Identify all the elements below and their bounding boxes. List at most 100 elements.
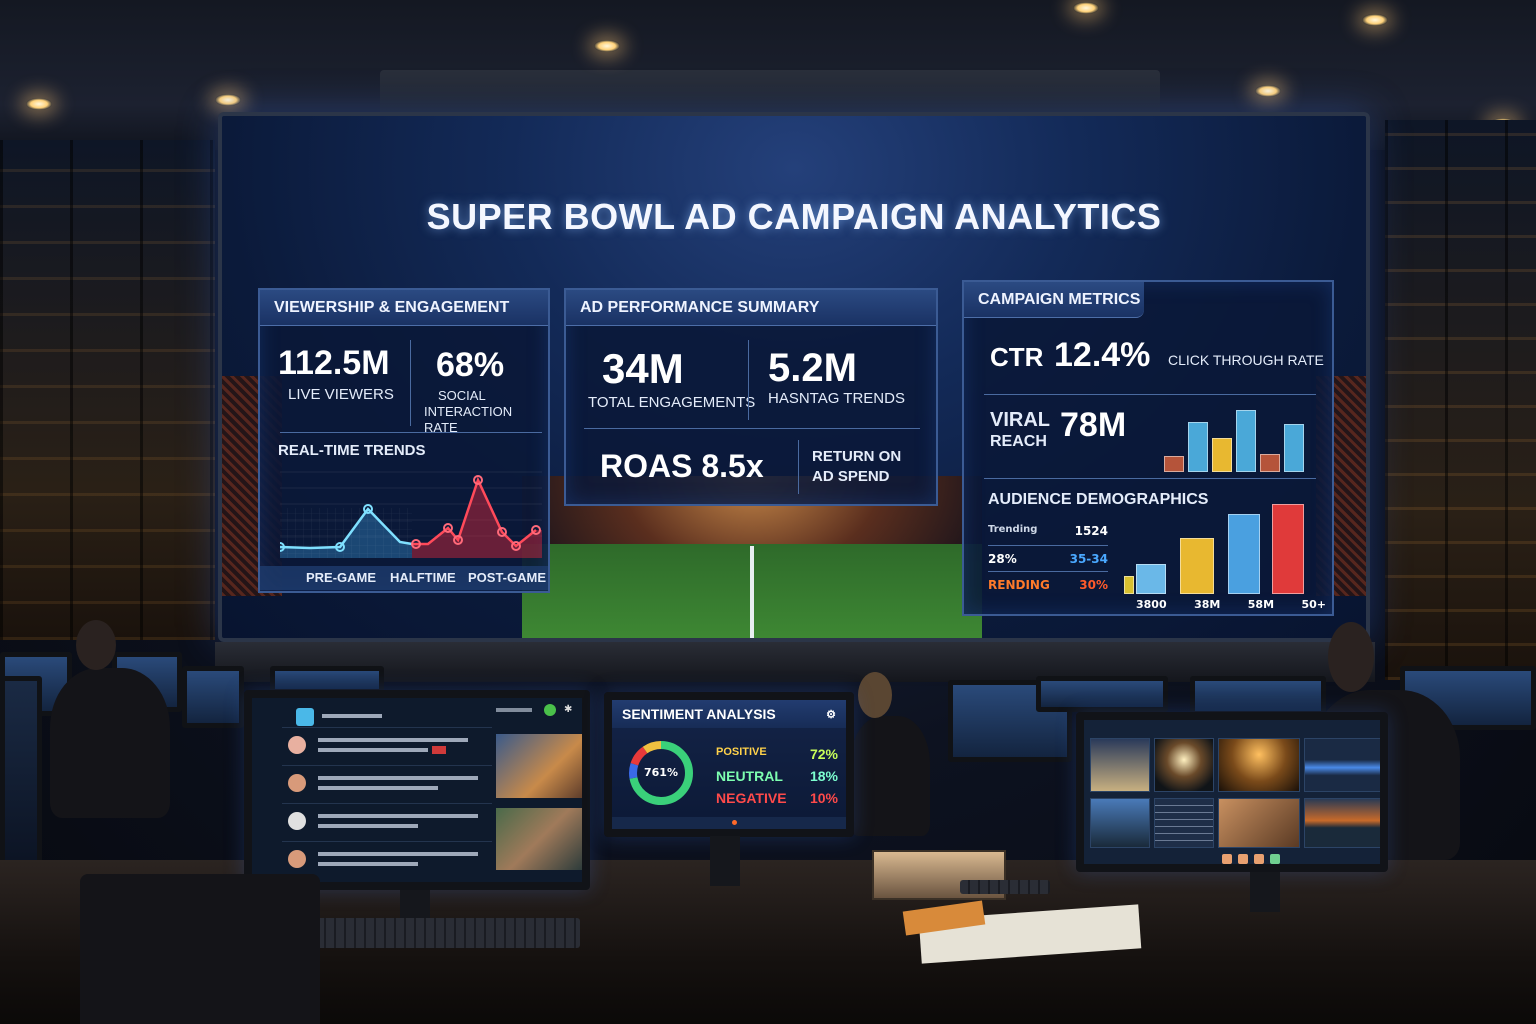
viral-reach-bar-chart [1164, 400, 1314, 472]
operator-head [1328, 622, 1374, 692]
demo-category: 3800 [1136, 598, 1167, 611]
feed-post[interactable] [282, 806, 492, 842]
dock-app-icon[interactable] [1254, 854, 1264, 864]
roas-label: RETURN ON [812, 448, 902, 465]
sentiment-row-neutral: NEUTRAL 18% [716, 768, 838, 784]
live-viewers-value: 112.5M [278, 344, 390, 382]
sentiment-title: SENTIMENT ANALYSIS [622, 706, 776, 722]
divider [984, 478, 1316, 479]
social-rate-label: INTERACTION RATE [424, 404, 513, 435]
operator-person [850, 716, 930, 836]
background-monitor [0, 676, 42, 866]
dock-app-icon[interactable] [1238, 854, 1248, 864]
feed-image[interactable] [496, 734, 582, 798]
chart-bar [1124, 576, 1134, 594]
feed-post[interactable] [282, 844, 492, 880]
media-tile[interactable] [1154, 738, 1214, 792]
trend-label-postgame: POST-GAME [468, 570, 547, 585]
ceiling-light-icon [26, 98, 52, 110]
check-icon [544, 704, 556, 716]
hashtag-label: HASNTAG TRENDS [768, 390, 905, 407]
panel-header: AD PERFORMANCE SUMMARY [566, 290, 936, 326]
sentiment-label: POSITIVE [716, 746, 767, 758]
monitor-stand [1250, 872, 1280, 912]
media-tile[interactable] [1090, 738, 1150, 792]
badge [432, 746, 446, 754]
feed-post-text [318, 862, 418, 866]
ceiling-light-icon [215, 94, 241, 106]
monitor-stand [710, 836, 740, 886]
background-monitor [1036, 676, 1168, 712]
sentiment-value: 72% [809, 746, 838, 762]
media-tile[interactable] [1090, 798, 1150, 848]
feed-post-text [318, 824, 418, 828]
sentiment-monitor: SENTIMENT ANALYSIS ⚙ 761% POSITIVE 72% N… [604, 692, 854, 837]
chart-bar [1260, 454, 1280, 472]
divider [584, 428, 920, 429]
sentiment-label: NEUTRAL [716, 768, 783, 784]
background-monitor [182, 666, 244, 728]
settings-icon[interactable]: ⚙ [826, 708, 836, 721]
screen-ledge [215, 642, 1375, 682]
media-tile[interactable] [1218, 738, 1300, 792]
media-tile[interactable] [1304, 798, 1380, 848]
viewership-panel: VIEWERSHIP & ENGAGEMENT 112.5M LIVE VIEW… [258, 288, 550, 593]
background-monitor [1190, 676, 1326, 716]
demo-row-value: 35-34 [1069, 552, 1108, 566]
window-city-right [1385, 120, 1536, 680]
share-icon: ✱ [564, 704, 573, 715]
feed-meta-text [496, 708, 532, 712]
app-logo-icon [296, 708, 314, 726]
ceiling-light-icon [1255, 85, 1281, 97]
total-engagements-label: TOTAL ENGAGEMENTS [588, 394, 756, 411]
demo-row-label: 28% [988, 552, 1017, 566]
sentiment-label: NEGATIVE [716, 790, 787, 806]
ceiling-light-icon [594, 40, 620, 52]
keyboard[interactable] [960, 880, 1050, 894]
media-tile[interactable] [1154, 798, 1214, 848]
chart-bar [1228, 514, 1260, 594]
avatar [288, 774, 306, 792]
demo-row-value: 1524 [1074, 524, 1108, 538]
demographics-title: AUDIENCE DEMOGRAPHICS [988, 491, 1209, 508]
dock-app-icon[interactable] [1222, 854, 1232, 864]
chart-bar [1136, 564, 1166, 594]
demo-category: 58M [1247, 598, 1275, 611]
sentiment-row-negative: NEGATIVE 10% [716, 790, 838, 806]
chart-bar [1188, 422, 1208, 472]
media-tile[interactable] [1304, 738, 1380, 792]
live-viewers-label: LIVE VIEWERS [288, 386, 394, 403]
campaign-metrics-panel: CAMPAIGN METRICS CTR 12.4% CLICK THROUGH… [962, 280, 1334, 616]
trend-label-halftime: HALFTIME [390, 570, 456, 585]
feed-image[interactable] [496, 808, 582, 870]
feed-post-text [318, 748, 428, 752]
feed-post[interactable] [282, 768, 492, 804]
real-time-trends-chart [280, 471, 542, 558]
sentiment-row-positive: POSITIVE 72% [716, 746, 838, 762]
demo-row-value: 30% [1079, 578, 1108, 592]
social-feed-monitor: ✱ [244, 690, 590, 890]
media-dock [1222, 854, 1282, 864]
media-tile[interactable] [1218, 798, 1300, 848]
social-rate-label: SOCIAL [438, 388, 486, 403]
demo-row: Trending 1524 [988, 520, 1108, 546]
total-engagements-value: 34M [602, 345, 684, 392]
feed-header-text [322, 714, 382, 718]
viral-reach-label: VIRAL [990, 409, 1050, 431]
operator-head [76, 620, 116, 670]
keyboard[interactable] [316, 918, 580, 948]
hashtag-value: 5.2M [768, 346, 857, 390]
panel-header: CAMPAIGN METRICS [964, 282, 1144, 318]
operator-head [858, 672, 892, 718]
office-chair [80, 874, 320, 1024]
avatar [288, 850, 306, 868]
ctr-label: CLICK THROUGH RATE [1168, 352, 1324, 368]
divider [410, 340, 411, 426]
donut-center-value: 761% [644, 766, 678, 779]
demographics-bar-chart [1124, 504, 1314, 594]
demographics-axis: 3800 38M 58M 50+ [1136, 598, 1326, 611]
feed-post[interactable] [282, 730, 492, 766]
dock-app-icon[interactable] [1270, 854, 1280, 864]
chart-bar [1180, 538, 1214, 594]
roas-value: ROAS 8.5x [600, 448, 764, 484]
